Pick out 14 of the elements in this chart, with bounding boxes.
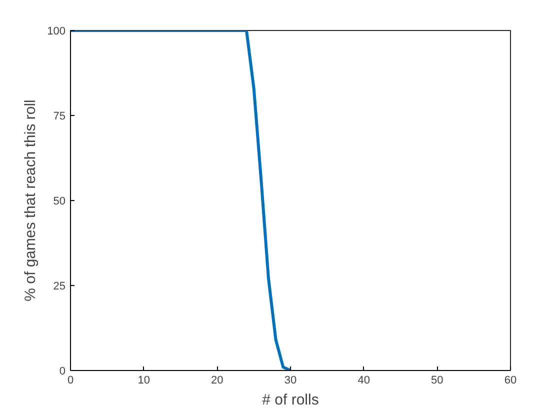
x-tick-label: 30: [284, 374, 297, 386]
y-axis-title: % of games that reach this roll: [22, 100, 40, 302]
y-tick-label: 75: [53, 110, 66, 122]
x-tick-label: 50: [431, 374, 444, 386]
y-tick-label: 50: [53, 196, 66, 208]
x-tick-label: 10: [138, 374, 150, 386]
x-axis-title: # of rolls: [262, 392, 319, 408]
x-tick-label: 60: [504, 374, 517, 386]
y-tick-label: 0: [59, 366, 66, 378]
y-tick-label: 25: [53, 280, 66, 292]
y-tick-label: 100: [47, 26, 66, 38]
x-tick-label: 20: [211, 374, 224, 386]
x-tick-label: 0: [67, 374, 74, 386]
x-tick-label: 40: [358, 374, 370, 386]
